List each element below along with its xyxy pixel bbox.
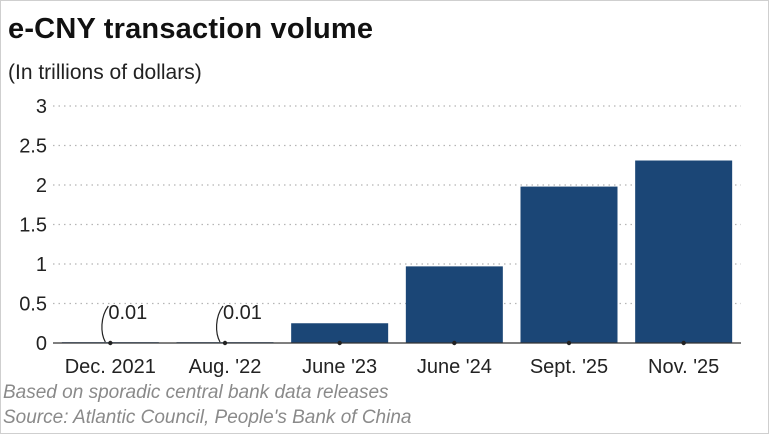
gridlines: [53, 105, 741, 305]
footnote: Based on sporadic central bank data rele…: [3, 382, 389, 403]
chart-title: e-CNY transaction volume: [8, 13, 374, 45]
x-tick-label: Dec. 2021: [65, 356, 156, 378]
bar: [520, 186, 618, 343]
data-label: 0.01: [223, 302, 262, 324]
bar: [291, 323, 389, 343]
y-tick-label: 3: [36, 96, 47, 118]
x-tick-mark: [337, 340, 342, 346]
x-tick-label: Nov. '25: [648, 356, 719, 378]
y-tick-label: 0.5: [19, 294, 47, 316]
data-labels: 0.01 0.01: [101, 302, 262, 343]
bar: [635, 160, 733, 343]
x-tick-label: Aug. '22: [189, 356, 262, 378]
source-note: Source: Atlantic Council, People's Bank …: [3, 407, 412, 428]
bars: [61, 160, 733, 343]
y-tick-label: 2.5: [19, 136, 47, 158]
bar-chart: 0 0.5 1 1.5 2 2.5 3 Dec. 2021 Aug. '22 June '23 J…: [19, 96, 741, 378]
x-tick-mark: [566, 340, 572, 346]
x-tick-mark: [108, 340, 113, 346]
y-tick-label: 2: [36, 175, 47, 197]
x-tick-mark: [452, 340, 457, 346]
data-label: 0.01: [108, 302, 147, 324]
x-axis-ticks: Dec. 2021 Aug. '22 June '23 June '24 Sept. '…: [65, 340, 719, 378]
x-tick-label: June '23: [302, 356, 377, 378]
x-tick-mark: [681, 340, 686, 346]
chart-subtitle: (In trillions of dollars): [8, 61, 202, 84]
x-tick-label: June '24: [417, 356, 492, 378]
x-tick-mark: [222, 340, 228, 346]
y-tick-label: 1.5: [19, 215, 47, 237]
y-axis-ticks: 0 0.5 1 1.5 2 2.5 3: [19, 96, 47, 355]
bar: [405, 266, 503, 343]
data-label-leader: [216, 305, 224, 343]
y-tick-label: 1: [36, 254, 47, 276]
data-label-leader: [101, 305, 109, 343]
y-tick-label: 0: [36, 333, 47, 355]
x-tick-label: Sept. '25: [530, 356, 608, 378]
